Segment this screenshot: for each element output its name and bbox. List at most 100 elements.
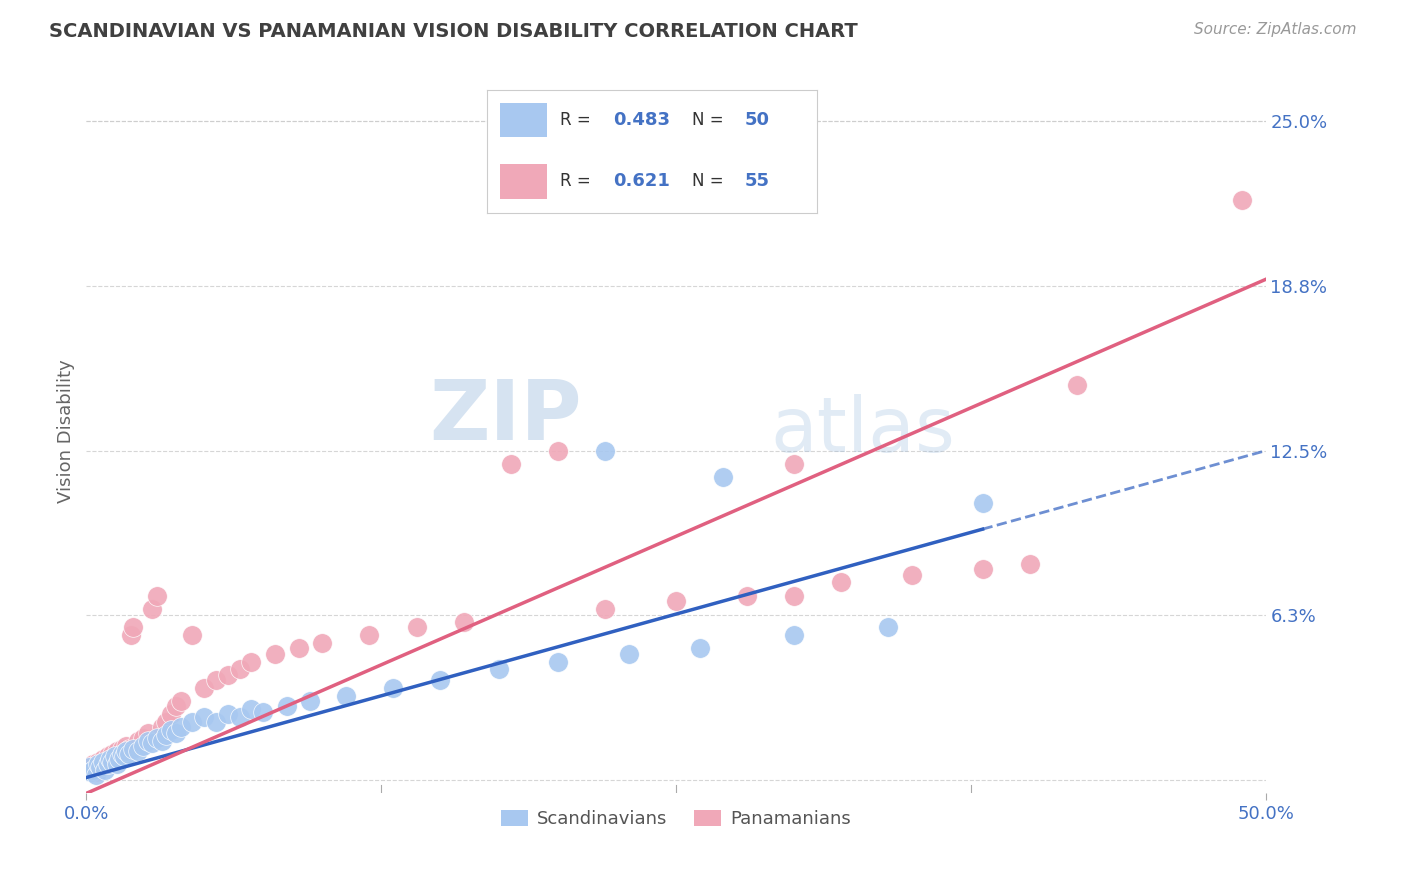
- Point: [91, 755, 114, 769]
- Point: [120, 628, 142, 642]
- Point: [228, 663, 250, 677]
- Point: [111, 747, 134, 761]
- Point: [617, 647, 640, 661]
- Point: [901, 567, 924, 582]
- Point: [665, 594, 688, 608]
- Point: [80, 763, 103, 777]
- Point: [205, 673, 228, 687]
- Point: [193, 681, 215, 695]
- Point: [115, 744, 138, 758]
- Legend: Scandinavians, Panamanians: Scandinavians, Panamanians: [494, 802, 859, 835]
- Point: [359, 628, 381, 642]
- Point: [127, 744, 149, 758]
- Point: [783, 628, 806, 642]
- Point: [276, 699, 298, 714]
- Point: [77, 760, 100, 774]
- Point: [160, 723, 183, 737]
- Point: [547, 443, 569, 458]
- Point: [711, 470, 734, 484]
- Point: [228, 710, 250, 724]
- Point: [335, 689, 357, 703]
- Point: [311, 636, 333, 650]
- Point: [105, 744, 128, 758]
- Point: [264, 647, 287, 661]
- Point: [127, 733, 149, 747]
- Point: [105, 757, 128, 772]
- Point: [96, 749, 118, 764]
- Point: [593, 443, 616, 458]
- Point: [98, 752, 121, 766]
- Point: [830, 575, 852, 590]
- Point: [104, 752, 127, 766]
- Point: [89, 760, 111, 774]
- Y-axis label: Vision Disability: Vision Disability: [58, 359, 75, 503]
- Point: [101, 755, 124, 769]
- Point: [165, 699, 187, 714]
- Point: [1018, 557, 1040, 571]
- Point: [89, 760, 111, 774]
- Point: [98, 755, 121, 769]
- Point: [118, 741, 141, 756]
- Point: [80, 765, 103, 780]
- Point: [77, 760, 100, 774]
- Point: [252, 705, 274, 719]
- Point: [146, 589, 169, 603]
- Point: [240, 702, 263, 716]
- Point: [104, 749, 127, 764]
- Point: [299, 694, 322, 708]
- Point: [112, 747, 135, 761]
- Point: [136, 725, 159, 739]
- Point: [181, 628, 204, 642]
- Point: [453, 615, 475, 629]
- Point: [689, 641, 711, 656]
- Point: [972, 562, 994, 576]
- Point: [115, 739, 138, 753]
- Point: [240, 655, 263, 669]
- Point: [112, 749, 135, 764]
- Point: [111, 741, 134, 756]
- Point: [1066, 377, 1088, 392]
- Point: [150, 733, 173, 747]
- Point: [96, 757, 118, 772]
- Point: [217, 707, 239, 722]
- Point: [205, 715, 228, 730]
- Point: [287, 641, 309, 656]
- Point: [132, 731, 155, 745]
- Point: [94, 763, 117, 777]
- Point: [101, 747, 124, 761]
- Point: [136, 733, 159, 747]
- Point: [82, 757, 104, 772]
- Point: [91, 752, 114, 766]
- Point: [108, 752, 131, 766]
- Point: [132, 739, 155, 753]
- Text: SCANDINAVIAN VS PANAMANIAN VISION DISABILITY CORRELATION CHART: SCANDINAVIAN VS PANAMANIAN VISION DISABI…: [49, 22, 858, 41]
- Point: [141, 736, 163, 750]
- Point: [155, 728, 177, 742]
- Point: [169, 721, 191, 735]
- Point: [381, 681, 404, 695]
- Text: ZIP: ZIP: [429, 376, 582, 457]
- Point: [122, 741, 145, 756]
- Point: [429, 673, 451, 687]
- Point: [155, 715, 177, 730]
- Point: [87, 755, 110, 769]
- Point: [735, 589, 758, 603]
- Point: [169, 694, 191, 708]
- Point: [82, 763, 104, 777]
- Point: [165, 725, 187, 739]
- Point: [122, 620, 145, 634]
- Point: [217, 667, 239, 681]
- Point: [87, 757, 110, 772]
- Point: [972, 496, 994, 510]
- Point: [877, 620, 900, 634]
- Point: [150, 721, 173, 735]
- Point: [488, 663, 510, 677]
- Point: [783, 589, 806, 603]
- Point: [118, 747, 141, 761]
- Point: [499, 457, 522, 471]
- Point: [94, 757, 117, 772]
- Point: [1230, 194, 1253, 208]
- Text: atlas: atlas: [770, 394, 955, 468]
- Point: [141, 602, 163, 616]
- Point: [547, 655, 569, 669]
